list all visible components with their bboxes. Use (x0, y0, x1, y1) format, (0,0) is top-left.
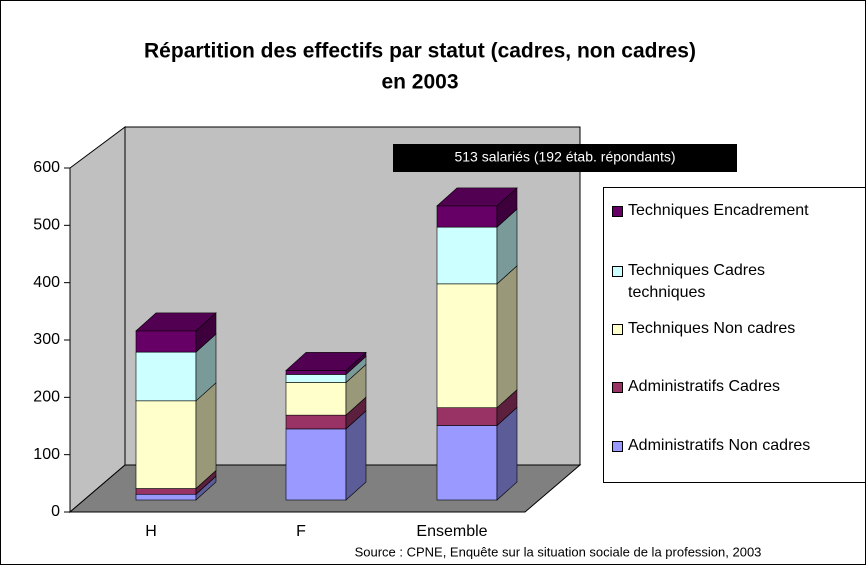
legend-label: Techniques Cadres techniques (628, 262, 765, 301)
y-tick-label: 400 (33, 274, 60, 291)
x-tick-label: Ensemble (416, 523, 487, 540)
bar-segment (285, 382, 347, 416)
legend-swatch (612, 324, 623, 335)
side-wall (69, 126, 126, 514)
bar-segment (436, 205, 498, 228)
bar-segment (436, 407, 498, 426)
bar-segment (436, 226, 498, 285)
annotation-box (393, 144, 737, 172)
legend-label: Techniques Encadrement (628, 202, 809, 219)
y-tick-label: 300 (33, 331, 60, 348)
legend-item: Techniques Encadrement (612, 200, 866, 222)
y-tick-label: 100 (33, 446, 60, 463)
bar-side (195, 382, 217, 490)
y-tick-label: 500 (33, 217, 60, 234)
bar-top (285, 352, 367, 371)
bar-segment (135, 400, 197, 489)
annotation: 513 salariés (192 étab. répondants) (454, 149, 675, 165)
x-tick-label: H (145, 523, 157, 540)
legend-swatch (612, 266, 623, 277)
legend-item: Techniques Cadres techniques (612, 260, 812, 304)
bar-top (135, 312, 217, 332)
bar-segment (285, 370, 347, 375)
bar-segment (135, 488, 197, 495)
y-tick-label: 0 (51, 503, 60, 520)
legend: Techniques Encadrement Techniques Cadres … (603, 187, 866, 483)
legend-swatch (612, 441, 623, 452)
legend-swatch (612, 382, 623, 393)
source: Source : CPNE, Enquête sur la situation … (355, 544, 762, 559)
y-tick-label: 200 (33, 389, 60, 406)
legend-label: Techniques Non cadres (628, 320, 796, 337)
chart-title: Répartition des effectifs par statut (ca… (144, 40, 696, 63)
bar-segment (436, 425, 498, 501)
bar-segment (285, 414, 347, 430)
legend-item: Administratifs Cadres (612, 376, 866, 398)
legend-item: Techniques Non cadres (612, 318, 866, 340)
legend-label: Administratifs Non cadres (628, 437, 811, 454)
bar-segment (285, 428, 347, 501)
y-tick-label: 600 (33, 159, 60, 176)
legend-label: Administratifs Cadres (628, 378, 781, 395)
legend-swatch (612, 206, 623, 217)
bar-segment (135, 330, 197, 353)
x-tick-label: F (296, 523, 306, 540)
bar-side (496, 265, 518, 409)
legend-item: Administratifs Non cadres (612, 435, 866, 457)
bar-top (436, 187, 518, 207)
bar-segment (135, 493, 197, 501)
bar-segment (436, 283, 498, 408)
chart-subtitle: en 2003 (381, 71, 458, 94)
bar-segment (135, 351, 197, 402)
bar-segment (285, 374, 347, 383)
